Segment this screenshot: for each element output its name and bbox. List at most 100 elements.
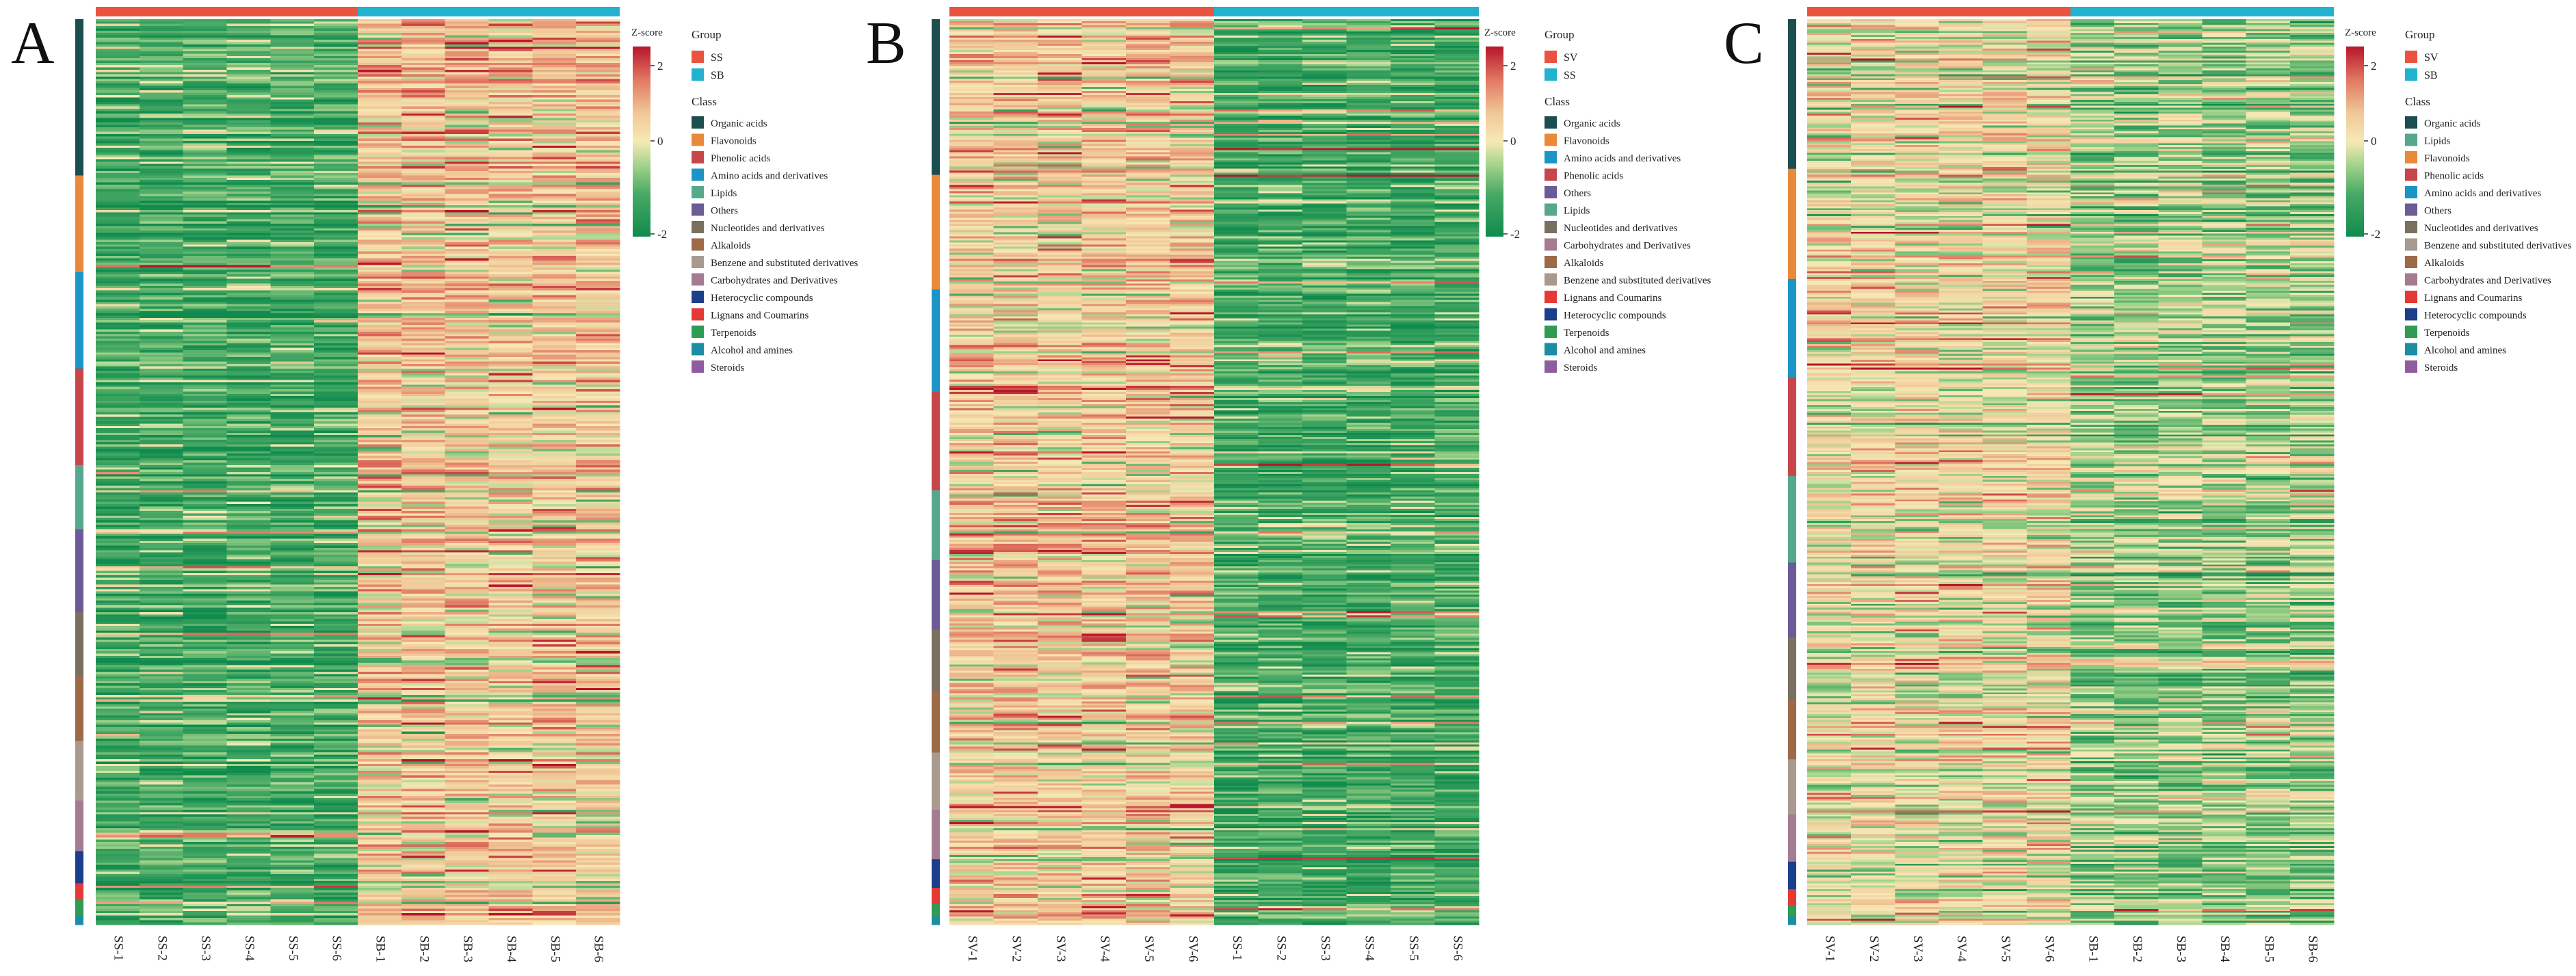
- heatmap-cell: [270, 798, 314, 801]
- heatmap-cell: [445, 520, 489, 523]
- heatmap-cell: [358, 649, 402, 652]
- heatmap-cell: [489, 506, 533, 509]
- heatmap-cell: [183, 895, 227, 897]
- heatmap-cell: [532, 484, 576, 486]
- heatmap-cell: [402, 194, 445, 196]
- heatmap-cell: [270, 704, 314, 707]
- heatmap-cell: [576, 525, 620, 527]
- heatmap-cell: [489, 150, 533, 153]
- heatmap-cell: [358, 495, 402, 498]
- zscore-colorbar: [633, 47, 650, 237]
- heatmap-cell: [183, 707, 227, 709]
- heatmap-cell: [949, 46, 994, 48]
- heatmap-cell: [358, 842, 402, 845]
- heatmap-cell: [445, 568, 489, 571]
- heatmap-cell: [140, 589, 183, 592]
- heatmap-cell: [532, 594, 576, 596]
- heatmap-cell: [532, 697, 576, 700]
- heatmap-cell: [402, 198, 445, 201]
- heatmap-cell: [140, 778, 183, 780]
- heatmap-cell: [314, 812, 358, 815]
- heatmap-cell: [445, 553, 489, 555]
- heatmap-cell: [314, 548, 358, 551]
- heatmap-cell: [270, 107, 314, 109]
- heatmap-cell: [227, 511, 271, 514]
- heatmap-cell: [445, 449, 489, 451]
- heatmap-cell: [402, 612, 445, 615]
- heatmap-cell: [314, 77, 358, 79]
- heatmap-cell: [402, 729, 445, 732]
- heatmap-cell: [96, 283, 140, 286]
- heatmap-cell: [1170, 27, 1215, 29]
- heatmap-cell: [270, 237, 314, 240]
- heatmap-cell: [358, 499, 402, 502]
- heatmap-cell: [1302, 31, 1347, 34]
- heatmap-cell: [402, 876, 445, 879]
- heatmap-cell: [270, 75, 314, 77]
- heatmap-cell: [270, 93, 314, 96]
- heatmap-cell: [489, 649, 533, 652]
- heatmap-cell: [445, 920, 489, 923]
- heatmap-cell: [532, 286, 576, 289]
- heatmap-cell: [445, 743, 489, 746]
- heatmap-cell: [1170, 23, 1215, 25]
- heatmap-cell: [270, 916, 314, 919]
- heatmap-cell: [445, 734, 489, 737]
- heatmap-cell: [227, 242, 271, 245]
- heatmap-cell: [314, 486, 358, 488]
- heatmap-cell: [489, 766, 533, 769]
- heatmap-cell: [532, 291, 576, 293]
- heatmap-cell: [358, 438, 402, 440]
- heatmap-cell: [270, 849, 314, 852]
- heatmap-cell: [314, 893, 358, 895]
- heatmap-cell: [489, 901, 533, 904]
- heatmap-cell: [140, 819, 183, 821]
- heatmap-cell: [96, 203, 140, 206]
- heatmap-cell: [314, 240, 358, 243]
- heatmap-cell: [532, 359, 576, 362]
- heatmap-cell: [140, 683, 183, 686]
- heatmap-cell: [576, 619, 620, 622]
- heatmap-cell: [183, 460, 227, 463]
- heatmap-cell: [227, 856, 271, 858]
- heatmap-cell: [532, 100, 576, 103]
- heatmap-cell: [489, 412, 533, 415]
- heatmap-cell: [314, 127, 358, 130]
- heatmap-cell: [140, 789, 183, 792]
- heatmap-cell: [270, 228, 314, 231]
- heatmap-cell: [227, 484, 271, 486]
- heatmap-cell: [270, 44, 314, 47]
- heatmap-cell: [1391, 25, 1435, 27]
- heatmap-cell: [140, 486, 183, 488]
- heatmap-cell: [140, 70, 183, 72]
- heatmap-cell: [140, 580, 183, 583]
- heatmap-cell: [358, 139, 402, 142]
- heatmap-cell: [532, 122, 576, 125]
- heatmap-cell: [140, 176, 183, 179]
- heatmap-cell: [183, 122, 227, 125]
- heatmap-cell: [402, 258, 445, 261]
- heatmap-cell: [96, 226, 140, 228]
- heatmap-cell: [227, 155, 271, 157]
- heatmap-cell: [489, 83, 533, 86]
- heatmap-cell: [140, 127, 183, 130]
- heatmap-cell: [183, 601, 227, 603]
- heatmap-cell: [140, 100, 183, 103]
- heatmap-cell: [183, 200, 227, 203]
- heatmap-cell: [402, 417, 445, 419]
- heatmap-cell: [576, 302, 620, 304]
- heatmap-cell: [96, 107, 140, 109]
- heatmap-cell: [1082, 27, 1127, 29]
- heatmap-cell: [358, 465, 402, 468]
- heatmap-cell: [314, 470, 358, 473]
- heatmap-cell: [402, 582, 445, 585]
- heatmap-cell: [489, 330, 533, 332]
- heatmap-cell: [402, 750, 445, 753]
- heatmap-cell: [445, 127, 489, 130]
- heatmap-cell: [227, 254, 271, 256]
- heatmap-cell: [183, 104, 227, 107]
- heatmap-cell: [576, 185, 620, 187]
- heatmap-cell: [183, 644, 227, 647]
- heatmap-cell: [314, 759, 358, 762]
- heatmap-cell: [140, 75, 183, 77]
